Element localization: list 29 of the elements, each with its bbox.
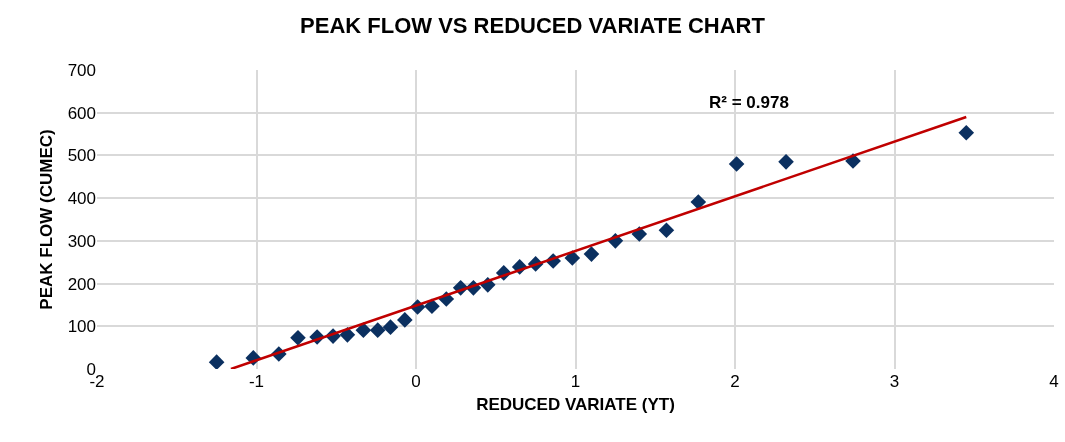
point [658, 222, 675, 238]
point [290, 330, 306, 346]
point [369, 322, 386, 338]
y-tick-label: 300 [67, 231, 96, 251]
point [355, 322, 372, 338]
y-tick-label: 100 [67, 317, 96, 337]
point [690, 194, 707, 210]
y-tick-label: 500 [67, 146, 96, 166]
point [958, 124, 975, 141]
y-tick-label: 600 [67, 103, 96, 123]
annotation: R² = 0.978 [709, 93, 789, 112]
chart-title: PEAK FLOW VS REDUCED VARIATE CHART [300, 13, 766, 39]
point [583, 246, 600, 262]
x-axis-title: REDUCED VARIATE (YT) [476, 395, 675, 415]
x-tick-label: 1 [570, 372, 581, 391]
x-tick-label: -1 [248, 372, 265, 391]
x-tick-label: 2 [730, 372, 740, 391]
y-tick-label: 400 [67, 189, 96, 209]
point [728, 156, 745, 172]
x-tick-label: 4 [1049, 372, 1059, 391]
y-tick-label: 200 [67, 274, 96, 294]
y-axis-title: PEAK FLOW (CUMEC) [37, 129, 57, 310]
point [382, 319, 399, 335]
point [778, 154, 794, 170]
x-tick-label: 0 [411, 372, 421, 391]
point [208, 354, 225, 369]
point [397, 312, 413, 328]
x-tick-label: 3 [889, 372, 900, 391]
y-tick-label: 700 [67, 60, 96, 80]
